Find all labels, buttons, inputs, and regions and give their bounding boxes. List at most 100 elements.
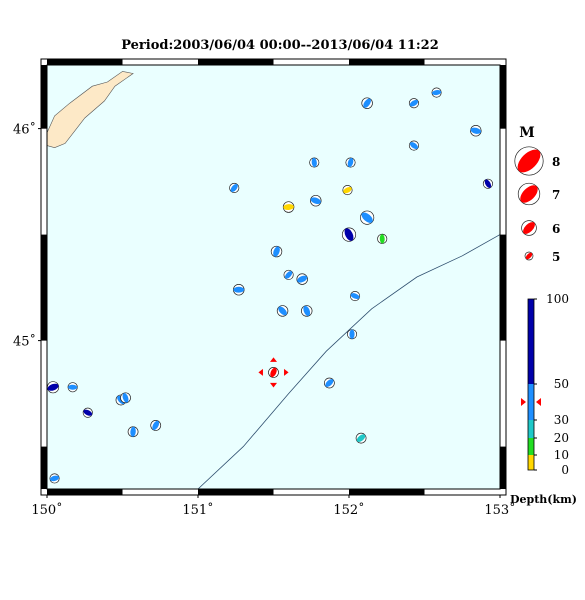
frame-segment-bottom: [47, 489, 123, 495]
event-mechanism: [431, 87, 442, 98]
beachball-compression: [284, 271, 293, 279]
beachball-compression: [273, 246, 280, 257]
beachball-compression: [152, 420, 160, 430]
event-mechanism: [270, 245, 283, 258]
beachball-compression: [283, 204, 294, 211]
event-mechanism: [482, 178, 493, 189]
beachball-compression: [325, 379, 334, 387]
frame-segment-right: [500, 234, 506, 341]
latest-event-mechanism: [268, 367, 279, 378]
frame-segment-top: [198, 59, 274, 65]
event-mechanism: [229, 182, 240, 193]
frame-segment-top: [47, 59, 123, 65]
beachball-compression: [233, 286, 245, 293]
lon-tick-label: 152˚: [333, 502, 364, 518]
beachball-compression: [520, 185, 538, 203]
lon-tick-label: 153˚: [484, 502, 515, 518]
lon-tick-label: 151˚: [182, 502, 213, 518]
event-mechanism: [377, 233, 388, 244]
event-mechanism: [341, 227, 357, 242]
beachball-compression: [311, 157, 317, 168]
lon-tick-label: 150˚: [31, 502, 62, 518]
beachball-compression: [303, 305, 311, 317]
latest-event-marker: [270, 357, 277, 362]
frame-segment-right: [500, 65, 506, 129]
magnitude-legend-symbol: [521, 220, 537, 236]
map-frame: [41, 59, 506, 495]
beachball-compression: [278, 306, 287, 316]
event-mechanism: [82, 407, 93, 418]
event-mechanism: [301, 305, 313, 317]
beachball-compression: [230, 183, 238, 192]
magnitude-legend-label: 7: [552, 188, 560, 202]
sea-area: [47, 65, 500, 489]
depth-scale-tick-label: 50: [554, 377, 569, 391]
event-mechanism: [324, 377, 335, 389]
frame-segment-left: [41, 234, 47, 341]
event-mechanism: [283, 269, 294, 280]
lat-tick-label: 45˚: [13, 334, 36, 350]
beachball-compression: [344, 228, 354, 241]
beachball-compression: [47, 383, 59, 391]
land-area: [47, 71, 134, 149]
magnitude-legend-symbol: [514, 146, 544, 176]
beachball-compression: [470, 127, 482, 134]
beachball-compression: [409, 142, 418, 150]
event-layer: [47, 87, 493, 484]
frame-segment-left: [41, 65, 47, 129]
beachball-compression: [409, 99, 419, 107]
lat-tick-label: 46˚: [13, 122, 36, 138]
beachball-compression: [517, 149, 541, 173]
beachball-compression: [270, 367, 277, 378]
event-mechanism: [276, 305, 289, 317]
depth-scale-tick-label: 10: [554, 448, 569, 462]
event-mechanism: [233, 284, 245, 296]
event-mechanism: [120, 392, 131, 404]
period-title: Period:2003/06/04 00:00--2013/06/04 11:2…: [121, 38, 439, 53]
depth-scale-tick-label: 0: [561, 463, 569, 477]
frame-segment-bottom: [198, 489, 274, 495]
beachball-compression: [525, 252, 533, 260]
event-mechanism: [355, 432, 367, 444]
magnitude-legend-label: 6: [552, 222, 560, 236]
beachball-compression: [310, 197, 321, 204]
event-mechanism: [350, 291, 361, 302]
event-mechanism: [345, 157, 356, 168]
beachball-compression: [297, 275, 308, 283]
depth-scale-tick-label: 100: [546, 292, 569, 306]
event-mechanism: [296, 273, 308, 285]
depth-scale-band: [528, 438, 534, 455]
event-mechanism: [282, 201, 295, 213]
event-mechanism: [408, 140, 419, 151]
event-mechanism: [470, 125, 482, 137]
map-interior: [47, 71, 500, 489]
event-mechanism: [47, 381, 60, 394]
depth-scale-tick-label: 30: [554, 413, 569, 427]
depth-marker-arrow: [521, 398, 526, 406]
event-mechanism: [67, 382, 78, 393]
latest-event-marker: [284, 368, 289, 376]
event-mechanism: [408, 98, 419, 109]
beachball-compression: [350, 293, 360, 300]
beachball-compression: [363, 98, 371, 108]
event-mechanism: [127, 426, 139, 438]
beachball-compression: [68, 384, 78, 390]
latest-event-marker: [258, 368, 263, 376]
depth-scale-band: [528, 455, 534, 470]
frame-segment-right: [500, 446, 506, 489]
beachball-compression: [361, 212, 373, 223]
depth-scale-band: [528, 299, 534, 384]
depth-scale-band: [528, 384, 534, 420]
beachball-compression: [431, 90, 442, 96]
event-mechanism: [361, 97, 373, 109]
magnitude-legend-label: 5: [552, 250, 560, 264]
magnitude-legend-label: 8: [552, 155, 560, 169]
event-mechanism: [49, 473, 60, 484]
beachball-compression: [356, 434, 366, 442]
depth-marker-arrow: [536, 398, 541, 406]
event-mechanism: [346, 329, 358, 340]
frame-segment-bottom: [349, 489, 425, 495]
beachball-compression: [343, 186, 352, 194]
magnitude-legend-symbol: [524, 251, 534, 261]
